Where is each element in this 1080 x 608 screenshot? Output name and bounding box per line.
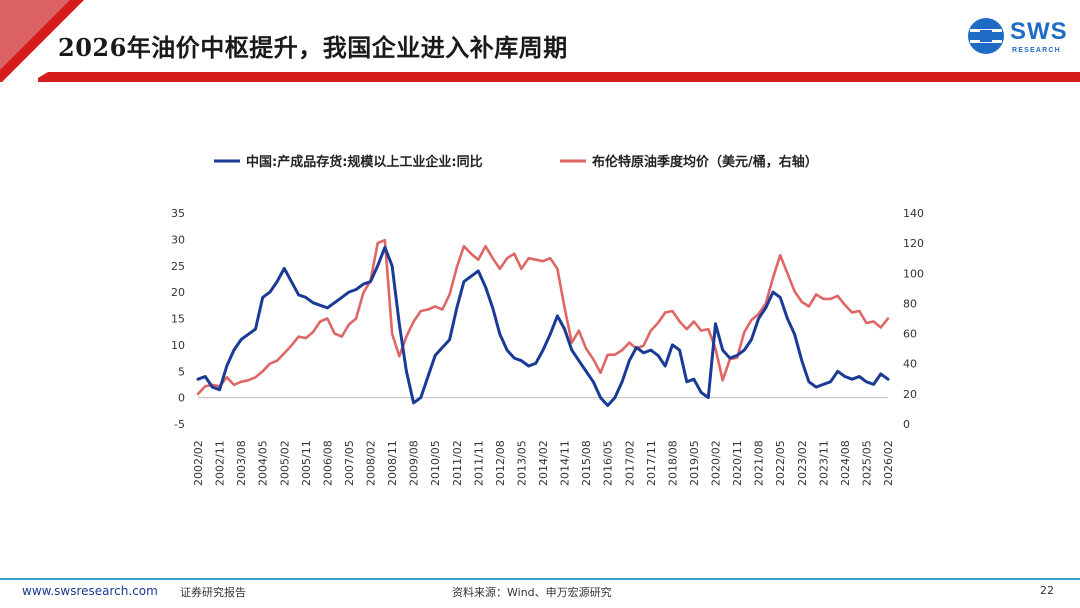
slide-header: 2026年油价中枢提升，我国企业进入补库周期 SWS RESEARCH [0,0,1080,82]
x-tick-label: 2011/11 [472,440,485,486]
x-tick-label: 2015/08 [580,440,593,486]
x-tick-label: 2008/02 [365,440,378,486]
y-right-tick-label: 100 [903,267,924,280]
y-left-tick-label: 20 [171,286,185,299]
x-tick-label: 2014/11 [559,440,572,486]
y-right-tick-label: 120 [903,237,924,250]
page-number: 22 [1040,584,1054,597]
series-line-inventory [196,245,890,407]
legend-inventory-label: 中国:产成品存货:规模以上工业企业:同比 [246,154,483,170]
logo-subtext: RESEARCH [1012,47,1061,54]
y-right-tick-label: 60 [903,328,917,341]
x-tick-label: 2023/11 [817,440,830,486]
page-title: 2026年油价中枢提升，我国企业进入补库周期 [58,33,568,62]
header-red-corner [0,0,84,82]
series-line-brent [196,238,890,396]
x-tick-label: 2019/05 [688,440,701,486]
x-tick-label: 2018/08 [666,440,679,486]
sws-logo-icon [968,18,1004,54]
footer-source: 资料来源：Wind、申万宏源研究 [452,586,612,599]
x-tick-label: 2009/08 [408,440,421,486]
y-left-tick-label: 25 [171,260,185,273]
y-left-tick-label: 10 [171,339,185,352]
x-tick-label: 2012/08 [494,440,507,486]
x-tick-label: 2013/05 [515,440,528,486]
sws-logo: SWS RESEARCH [966,16,1068,60]
footer-website-link[interactable]: www.swsresearch.com [22,584,158,598]
x-tick-label: 2005/11 [300,440,313,486]
x-tick-label: 2023/02 [796,440,809,486]
x-tick-label: 2022/05 [774,440,787,486]
x-tick-label: 2004/05 [257,440,270,486]
footer-report-tag: 证券研究报告 [180,586,246,599]
footer-divider [0,578,1080,580]
x-tick-label: 2020/02 [710,440,723,486]
x-tick-label: 2002/11 [214,440,227,486]
x-tick-label: 2014/02 [537,440,550,486]
y-right-tick-label: 20 [903,388,917,401]
x-tick-label: 2010/05 [429,440,442,486]
logo-text: SWS [1010,18,1068,45]
x-tick-label: 2011/02 [451,440,464,486]
legend-brent-label: 布伦特原油季度均价（美元/桶，右轴） [592,154,818,170]
header-corner-shade [0,0,70,70]
x-tick-label: 2020/11 [731,440,744,486]
x-tick-label: 2008/11 [386,440,399,486]
x-tick-label: 2021/08 [753,440,766,486]
x-tick-label: 2017/02 [623,440,636,486]
x-tick-label: 2024/08 [839,440,852,486]
y-right-tick-label: 140 [903,207,924,220]
x-tick-label: 2007/05 [343,440,356,486]
x-tick-label: 2026/02 [882,440,895,486]
y-left-tick-label: 0 [178,392,185,405]
header-banner [0,0,1080,82]
y-left-tick-label: 5 [178,365,185,378]
x-tick-label: 2002/02 [192,440,205,486]
x-tick-label: 2005/02 [278,440,291,486]
x-tick-label: 2003/08 [235,440,248,486]
x-tick-label: 2016/05 [602,440,615,486]
y-left-tick-label: -5 [174,418,185,431]
y-left-tick-label: 15 [171,313,185,326]
y-right-tick-label: 80 [903,297,917,310]
header-red-bar [38,72,1080,82]
x-tick-label: 2025/05 [860,440,873,486]
y-right-tick-label: 0 [903,418,910,431]
x-tick-label: 2006/08 [321,440,334,486]
y-right-tick-label: 40 [903,358,917,371]
x-tick-label: 2017/11 [645,440,658,486]
y-left-tick-label: 30 [171,233,185,246]
y-left-tick-label: 35 [171,207,185,220]
